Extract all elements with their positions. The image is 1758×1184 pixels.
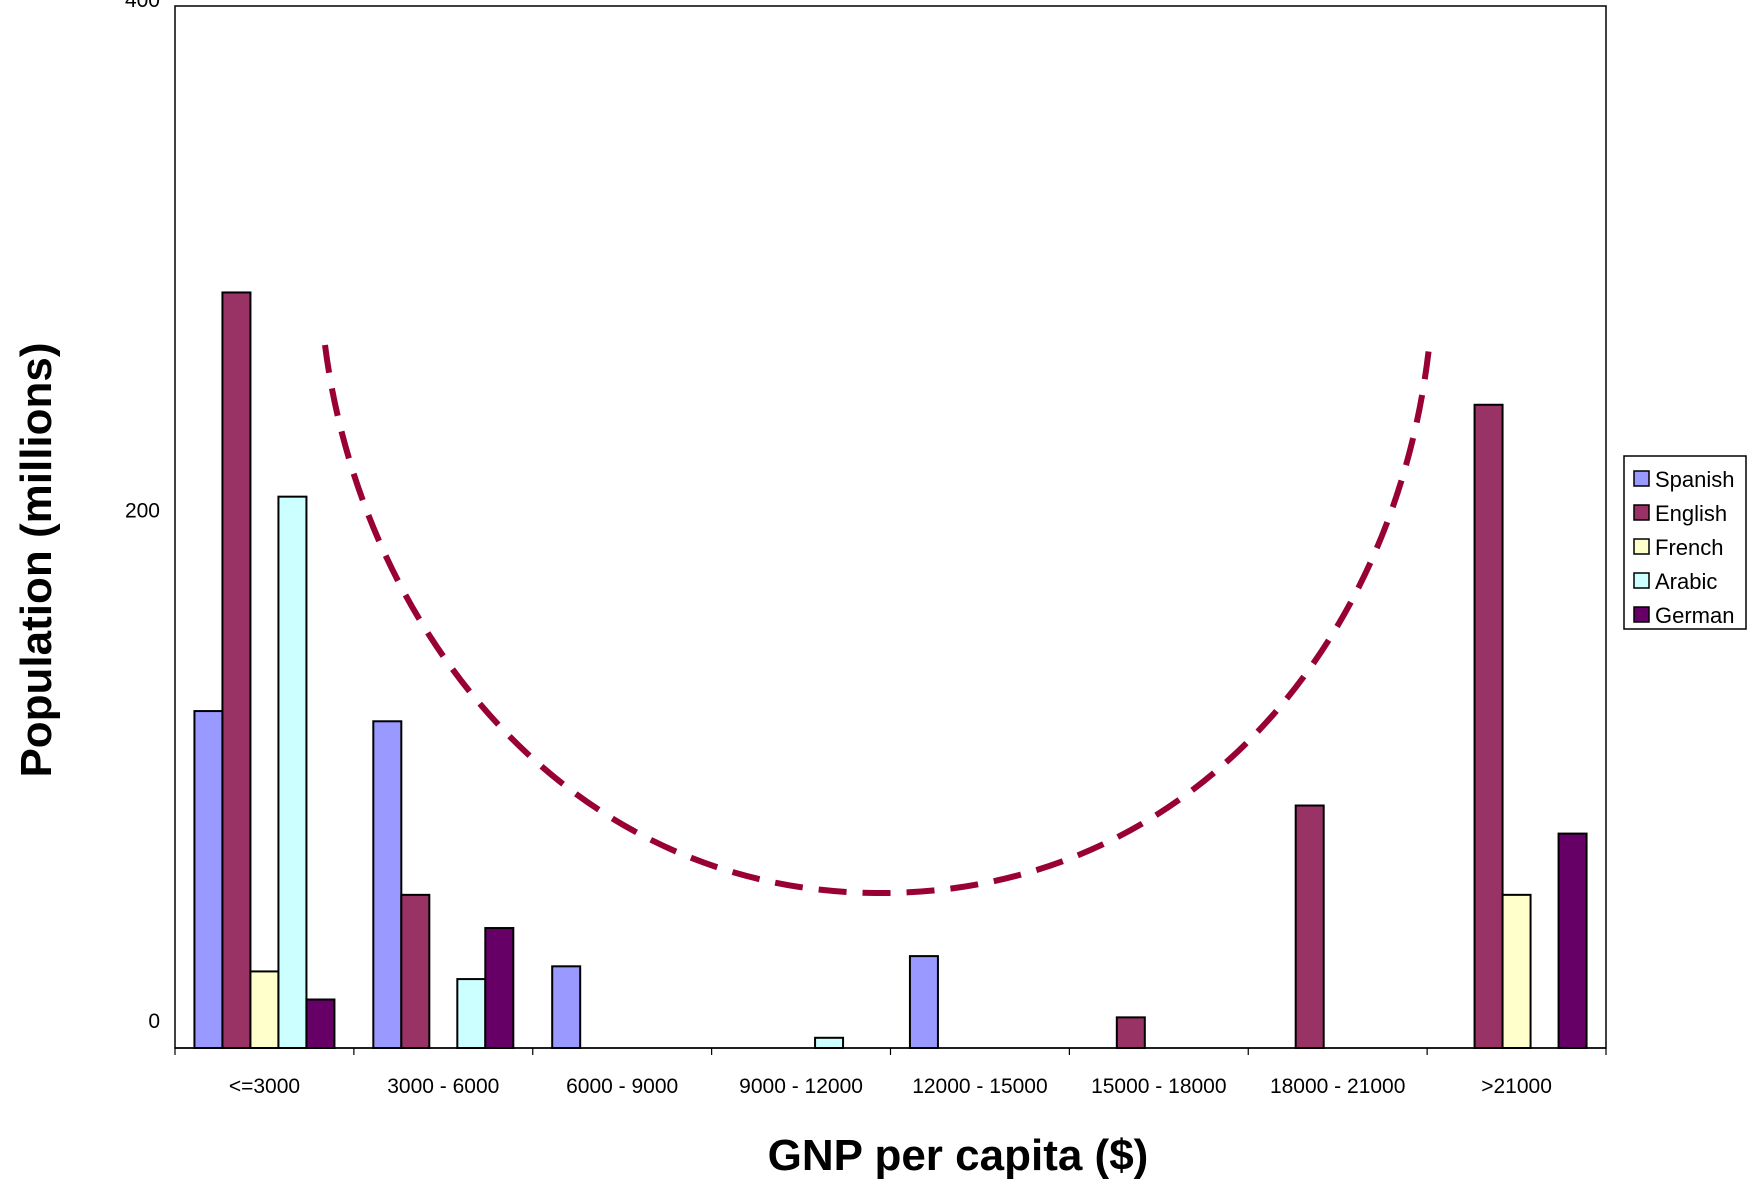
x-tick-label: <=3000 [229,1075,300,1098]
bar-english-7 [1473,403,1504,1049]
bar-spanish-0 [193,710,224,1049]
legend-swatch-french [1633,538,1650,555]
bar-spanish-1 [372,720,403,1050]
bar-french-7 [1501,893,1532,1049]
bar-arabic-3 [814,1036,845,1050]
bar-german-1 [484,927,515,1049]
x-axis-title: GNP per capita ($) [768,1131,1149,1180]
legend-swatch-spanish [1633,470,1650,487]
legend: Spanish English French Arabic German [1623,455,1747,630]
legend-swatch-arabic [1633,572,1650,589]
legend-label-arabic: Arabic [1655,569,1717,594]
x-tick-label: 9000 - 12000 [739,1075,863,1098]
y-axis-title: Population (millions) [12,342,61,777]
dashed-u-curve [322,337,1433,897]
x-tick-label: 18000 - 21000 [1270,1075,1405,1098]
x-tick-label: 15000 - 18000 [1091,1075,1226,1098]
bar-spanish-2 [551,965,582,1050]
legend-label-spanish: Spanish [1655,467,1735,492]
legend-swatch-english [1633,504,1650,521]
x-tick-label: 3000 - 6000 [387,1075,499,1098]
bar-german-7 [1557,832,1588,1050]
bar-english-0 [221,291,252,1049]
legend-label-english: English [1655,501,1727,526]
bar-english-1 [400,893,431,1049]
y-tick-label: 400 [125,0,160,12]
y-tick-label: 200 [125,500,160,523]
legend-label-german: German [1655,603,1734,628]
bar-french-0 [249,970,280,1049]
x-tick-label: >21000 [1481,1075,1552,1098]
bar-arabic-0 [277,495,308,1050]
y-tick-label: 0 [148,1010,160,1033]
bar-english-5 [1115,1016,1146,1049]
legend-swatch-german [1633,606,1650,623]
x-tick-label: 6000 - 9000 [566,1075,678,1098]
plot-area [174,5,1607,1049]
x-tick-label: 12000 - 15000 [912,1075,1047,1098]
axes-group: <=3000 3000 - 6000 6000 - 9000 9000 - 12000… [125,0,1607,1098]
legend-label-french: French [1655,535,1723,560]
bar-english-6 [1294,804,1325,1050]
bar-spanish-4 [908,955,939,1049]
bars-group [193,291,1588,1050]
bar-arabic-1 [456,978,487,1050]
bar-german-0 [305,998,336,1050]
